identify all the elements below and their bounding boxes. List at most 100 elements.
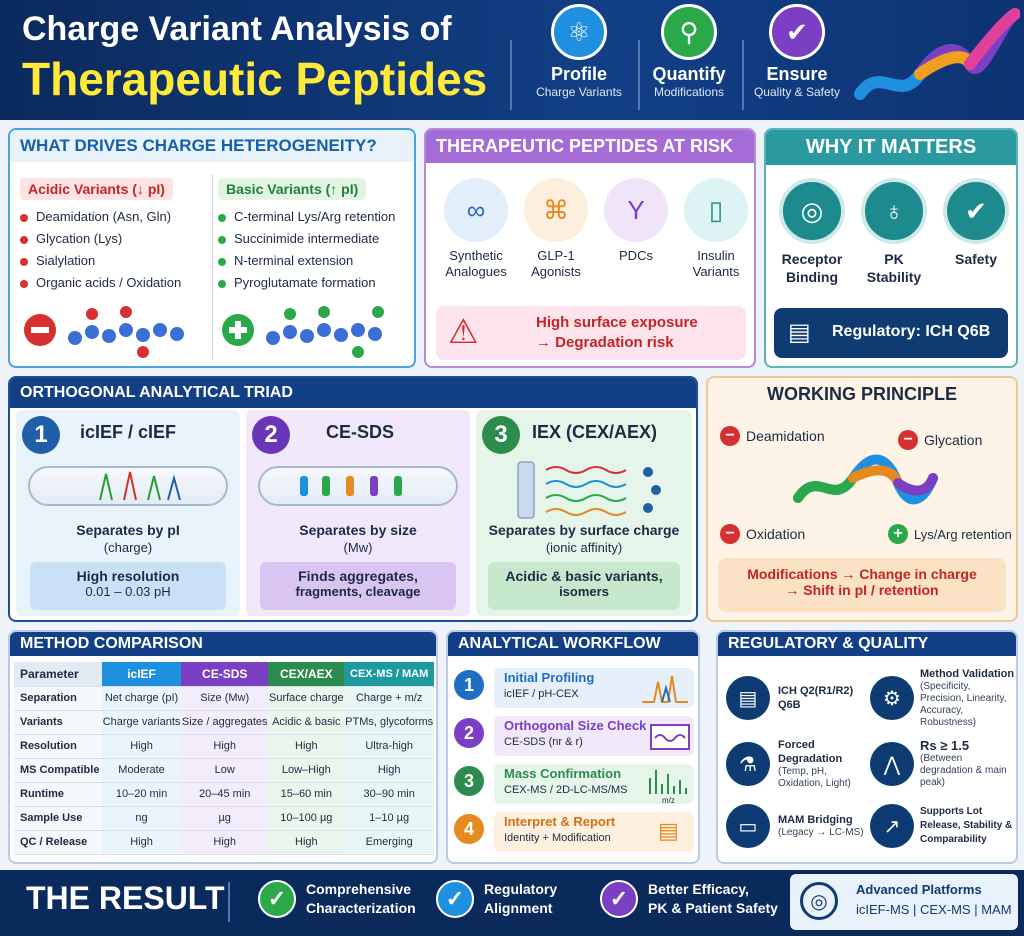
table-cell: 10–100 µg: [268, 806, 345, 831]
basic-column: Basic Variants (↑ pI) C-terminal Lys/Arg…: [218, 178, 398, 365]
result-title: THE RESULT: [26, 880, 225, 916]
principle-summary: Modifications → Change in charge → Shift…: [718, 558, 1006, 612]
report-icon: ▤: [658, 818, 679, 843]
oxidation-label: − Oxidation: [720, 524, 805, 544]
comparison-title: METHOD COMPARISON: [10, 632, 436, 656]
workflow-title: ANALYTICAL WORKFLOW: [448, 632, 698, 656]
list-item: Pyroglutamate formation: [218, 272, 398, 294]
table-cell: Surface charge: [268, 686, 345, 711]
method-separation-detail: (ionic affinity): [545, 540, 623, 555]
column-divider: [212, 174, 213, 360]
list-item: Sialylation: [20, 250, 200, 272]
table-cell: Net charge (pI): [102, 686, 182, 711]
table-cell: High: [181, 830, 269, 855]
comparison-panel: METHOD COMPARISON Parameter icIEF CE-SDS…: [8, 630, 438, 864]
growth-chart-icon: ↗: [870, 804, 914, 848]
matters-title: WHY IT MATTERS: [766, 130, 1016, 165]
list-item: C-terminal Lys/Arg retention: [218, 206, 398, 228]
list-item: Deamidation (Asn, Gln): [20, 206, 200, 228]
flask-icon: ⚗: [726, 742, 770, 786]
ion-exchange-icon: [517, 461, 661, 519]
document-icon: ▤: [788, 319, 811, 346]
check-icon: ✓: [258, 880, 296, 918]
matter-item: ◎ Receptor Binding: [774, 178, 850, 286]
regulatory-badge: ▤ Regulatory: ICH Q6B: [774, 308, 1008, 358]
mass-spectrum-icon: [649, 770, 687, 794]
molecule-icon: ⚛: [551, 4, 607, 60]
title-line-2: Therapeutic Peptides: [22, 53, 488, 105]
workflow-panel: ANALYTICAL WORKFLOW 1 Initial Profiling …: [446, 630, 700, 864]
matters-items: ◎ Receptor Binding ♁ PK Stability ✔ Safety: [774, 178, 1014, 286]
list-item: N-terminal extension: [218, 250, 398, 272]
table-row: Separation Net charge (pI) Size (Mw) Surfac…: [14, 686, 434, 711]
risk-items: ∞ Synthetic Analogues ⌘ GLP-1 Agonists Y PD…: [438, 178, 754, 280]
warning-line-1: High surface exposure: [536, 314, 698, 331]
regulatory-title: REGULATORY & QUALITY: [718, 632, 1016, 656]
table-cell: Charge + m/z: [344, 686, 434, 711]
table-header: CEX/AEX: [268, 662, 345, 687]
reg-item: ▭ MAM Bridging (Legacy → LC-MS): [726, 798, 866, 854]
method-separation: Separates by pI: [76, 522, 180, 538]
table-cell: High: [102, 830, 182, 855]
table-cell: Acidic & basic: [268, 710, 345, 735]
result-item: ✓ Better Efficacy, PK & Patient Safety: [600, 880, 778, 918]
peptide-helix-icon: [854, 8, 1020, 100]
table-cell: 10–20 min: [102, 782, 182, 807]
pillar-quantify: ⚲ Quantify Modifications: [634, 4, 744, 99]
row-label: Separation: [14, 686, 102, 711]
table-cell: 15–60 min: [268, 782, 345, 807]
comparison-table-body: Separation Net charge (pI) Size (Mw) Surfac…: [14, 686, 434, 855]
kidney-icon: ♁: [861, 178, 927, 244]
method-note: Finds aggregates, fragments, cleavage: [260, 562, 456, 610]
pillar-subtitle: Modifications: [653, 85, 725, 99]
principle-title: WORKING PRINCIPLE: [766, 384, 957, 404]
table-cell: High: [102, 734, 182, 759]
list-item: Glycation (Lys): [20, 228, 200, 250]
peptide-helix-icon: [793, 454, 938, 505]
header-divider: [638, 40, 640, 110]
acidic-chain-icon: [24, 306, 184, 358]
table-cell: PTMs, glycoforms: [344, 710, 434, 735]
result-item: ✓ Regulatory Alignment: [436, 880, 557, 918]
table-cell: High: [181, 734, 269, 759]
reg-item: ↗ Supports Lot Release, Stability & Comp…: [870, 798, 1016, 854]
magnifier-icon: ⚲: [661, 4, 717, 60]
glp1-icon: ⌘: [524, 178, 588, 242]
pillar-ensure: ✔ Ensure Quality & Safety: [742, 4, 852, 99]
regulatory-text: Regulatory: ICH Q6B: [832, 323, 991, 340]
document-icon: ▤: [726, 676, 770, 720]
mz-label: m/z: [662, 796, 675, 805]
pillar-title: Ensure: [766, 64, 828, 84]
table-header: icIEF: [102, 662, 182, 687]
reg-item: ⚗ Forced Degradation (Temp, pH, Oxidation…: [726, 736, 866, 792]
method-separation-detail: (Mw): [343, 540, 373, 555]
table-header: CEX-MS / MAM: [344, 662, 434, 687]
table-cell: Size (Mw): [181, 686, 269, 711]
pillar-subtitle: Quality & Safety: [753, 85, 841, 99]
table-cell: High: [268, 830, 345, 855]
table-header: Parameter: [14, 662, 102, 687]
drivers-panel: WHAT DRIVES CHARGE HETEROGENEITY? Acidic…: [8, 128, 416, 368]
gear-icon: ⚙: [870, 676, 914, 720]
table-cell: Charge variants: [102, 710, 182, 735]
lysarg-label: + Lys/Arg retention: [888, 524, 1012, 544]
method-name: IEX (CEX/AEX): [532, 422, 658, 442]
risk-item: ⌘ GLP-1 Agonists: [518, 178, 594, 280]
shield-check-icon: ✔: [943, 178, 1009, 244]
pillar-title: Quantify: [652, 64, 726, 84]
risk-item: Y PDCs: [598, 178, 674, 280]
platforms-title: Advanced Platforms: [856, 882, 982, 897]
workflow-steps: 1 Initial Profiling icIEF / pH-CEX 2 Ort…: [454, 664, 694, 856]
table-cell: Low: [181, 758, 269, 783]
acidic-column: Acidic Variants (↓ pI) Deamidation (Asn,…: [20, 178, 200, 365]
row-label: Variants: [14, 710, 102, 735]
comparison-table: Parameter icIEF CE-SDS CEX/AEX CEX-MS / …: [14, 662, 434, 855]
result-item: ✓ Comprehensive Characterization: [258, 880, 416, 918]
deamidation-label: − Deamidation: [720, 426, 825, 446]
list-item: Organic acids / Oxidation: [20, 272, 200, 294]
workflow-step-2: 2 Orthogonal Size Check CE-SDS (nr & r): [454, 712, 694, 760]
table-cell: Size / aggregates: [181, 710, 269, 735]
table-cell: 30–90 min: [344, 782, 434, 807]
table-cell: High: [344, 758, 434, 783]
row-label: Resolution: [14, 734, 102, 759]
